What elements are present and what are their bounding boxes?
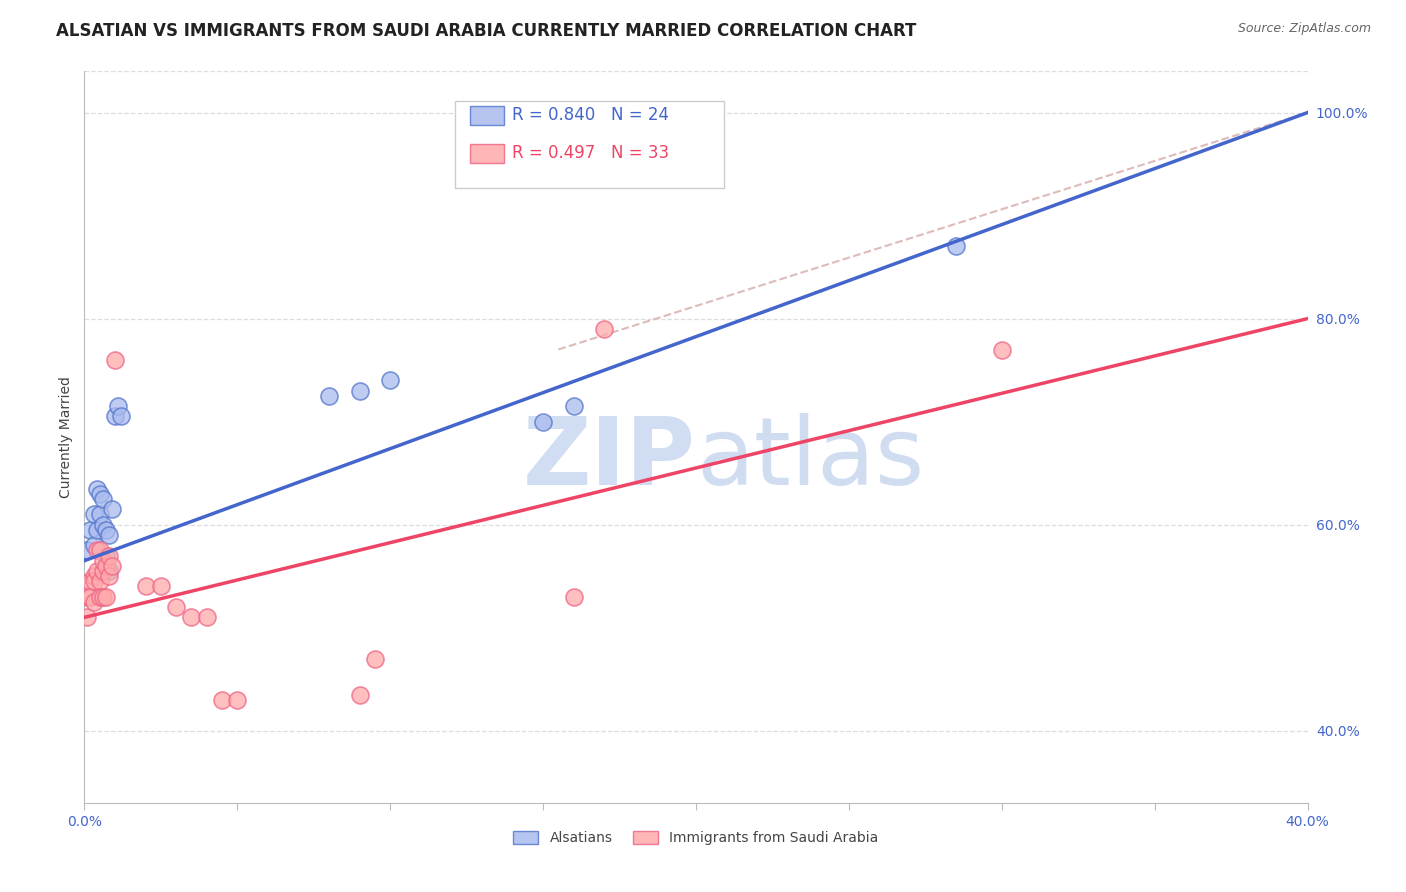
Text: ZIP: ZIP [523, 413, 696, 505]
Text: atlas: atlas [696, 413, 924, 505]
Point [79, 523, 101, 537]
Point [945, 239, 967, 253]
Point [76, 543, 98, 558]
Point [531, 415, 554, 429]
Point [180, 610, 202, 624]
Point [76, 610, 98, 624]
Point [83, 595, 105, 609]
Point [94, 590, 117, 604]
Point [593, 322, 616, 336]
Point [104, 409, 127, 424]
Point [86, 564, 108, 578]
Point [89, 487, 111, 501]
Point [380, 373, 402, 387]
Point [89, 543, 111, 558]
Point [86, 482, 108, 496]
Point [364, 651, 387, 665]
Point [79, 590, 101, 604]
FancyBboxPatch shape [470, 144, 503, 163]
Point [135, 579, 157, 593]
Point [349, 384, 371, 398]
Point [211, 693, 233, 707]
Point [318, 389, 340, 403]
Point [83, 574, 105, 589]
Point [149, 579, 172, 593]
Point [562, 399, 585, 413]
Point [101, 502, 124, 516]
Point [83, 538, 105, 552]
FancyBboxPatch shape [470, 106, 503, 125]
FancyBboxPatch shape [456, 101, 724, 188]
Point [94, 523, 117, 537]
Point [349, 688, 371, 702]
Point [91, 564, 114, 578]
Point [91, 517, 114, 532]
Point [104, 352, 127, 367]
Point [91, 590, 114, 604]
Point [562, 590, 585, 604]
Point [94, 558, 117, 573]
Point [110, 409, 132, 424]
Point [76, 590, 98, 604]
Point [79, 574, 101, 589]
Y-axis label: Currently Married: Currently Married [59, 376, 73, 498]
Point [89, 590, 111, 604]
Point [97, 564, 120, 578]
Point [83, 508, 105, 522]
Point [97, 569, 120, 583]
Text: Source: ZipAtlas.com: Source: ZipAtlas.com [1237, 22, 1371, 36]
Point [94, 549, 117, 563]
Point [91, 554, 114, 568]
Point [101, 558, 124, 573]
Legend: Alsatians, Immigrants from Saudi Arabia: Alsatians, Immigrants from Saudi Arabia [508, 825, 884, 851]
Point [86, 523, 108, 537]
Text: R = 0.497   N = 33: R = 0.497 N = 33 [513, 145, 669, 162]
Point [89, 574, 111, 589]
Point [86, 543, 108, 558]
Point [195, 610, 218, 624]
Point [91, 491, 114, 506]
Point [97, 549, 120, 563]
Point [107, 399, 129, 413]
Point [226, 693, 249, 707]
Point [89, 508, 111, 522]
Point [991, 343, 1014, 357]
Point [165, 600, 187, 615]
Text: ALSATIAN VS IMMIGRANTS FROM SAUDI ARABIA CURRENTLY MARRIED CORRELATION CHART: ALSATIAN VS IMMIGRANTS FROM SAUDI ARABIA… [56, 22, 917, 40]
Point [83, 569, 105, 583]
Text: R = 0.840   N = 24: R = 0.840 N = 24 [513, 106, 669, 124]
Point [97, 528, 120, 542]
